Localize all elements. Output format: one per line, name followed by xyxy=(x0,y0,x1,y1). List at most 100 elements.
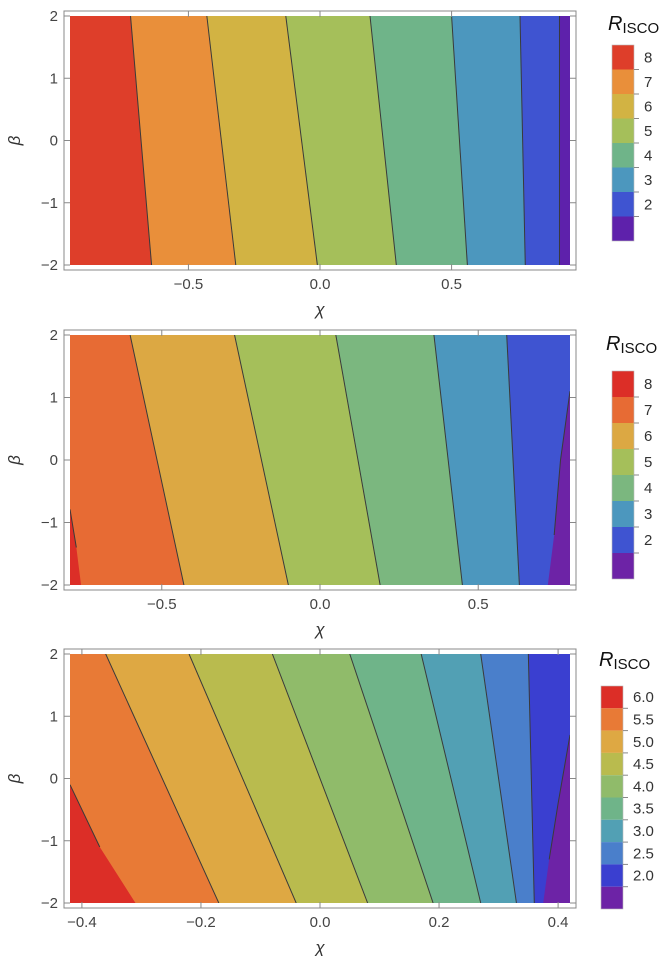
legend-label: 3.0 xyxy=(633,823,654,840)
legend-swatch xyxy=(601,864,623,887)
contour-line xyxy=(548,734,570,860)
legend-label: 5 xyxy=(644,454,652,471)
contour-band xyxy=(234,335,381,585)
contour-line xyxy=(234,335,289,585)
contour-line xyxy=(506,335,520,585)
contour-line xyxy=(70,784,101,848)
legend-swatch xyxy=(612,449,634,475)
y-axis-label: β xyxy=(5,135,24,146)
legend-swatch xyxy=(612,371,634,397)
legend-label: 4.5 xyxy=(633,756,654,773)
contour-line xyxy=(349,654,434,903)
x-tick-label: −0.2 xyxy=(186,914,216,931)
legend-swatch xyxy=(612,94,634,119)
y-tick-label: 1 xyxy=(50,390,58,407)
y-tick-label: 1 xyxy=(50,708,58,725)
legend-label: 4 xyxy=(644,480,652,497)
legend-title-subscript: ISCO xyxy=(613,656,650,673)
contour-band xyxy=(130,335,289,585)
legend-label: 2.5 xyxy=(633,845,654,862)
legend-swatch xyxy=(601,708,623,731)
contour-panel-3: −0.4 −0.2 0.0 0.2 0.4 −2 −1 0 1 2 χ β RISCO 6.0 5.5 5.0… xyxy=(5,646,654,956)
y-tick-label: −2 xyxy=(41,895,58,912)
x-tick-label: 0.2 xyxy=(429,914,450,931)
legend: RISCO 8 7 6 5 4 3 2 xyxy=(608,13,659,242)
legend-swatch xyxy=(612,397,634,423)
legend-label: 2 xyxy=(644,196,652,213)
contour-band xyxy=(70,335,184,585)
legend-label: 5.5 xyxy=(633,711,654,728)
contour-line xyxy=(451,16,468,265)
legend-title: RISCO xyxy=(608,13,659,37)
legend-label: 3 xyxy=(644,172,652,189)
legend-swatch xyxy=(601,886,623,909)
contour-line xyxy=(335,335,381,585)
x-tick-label: −0.4 xyxy=(67,914,97,931)
legend-swatch xyxy=(612,69,634,94)
contour-band xyxy=(189,654,368,903)
contour-line xyxy=(420,654,482,903)
contour-band xyxy=(70,654,219,903)
contour-line xyxy=(206,16,237,265)
legend-swatch xyxy=(601,842,623,865)
y-tick-label: −1 xyxy=(41,833,58,850)
contour-band xyxy=(370,16,468,265)
legend-label: 7 xyxy=(644,74,652,91)
x-axis-label: χ xyxy=(313,300,325,319)
legend-swatch xyxy=(612,553,634,579)
y-tick-label: 2 xyxy=(50,646,58,663)
contour-line xyxy=(519,16,526,265)
x-tick-label: 0.5 xyxy=(441,276,462,293)
contour-line xyxy=(553,391,570,536)
y-tick-label: 0 xyxy=(50,452,58,469)
contour-region xyxy=(70,784,136,903)
y-tick-label: 1 xyxy=(50,70,58,87)
y-tick-label: −1 xyxy=(41,195,58,212)
contour-band xyxy=(272,654,434,903)
legend-label: 4 xyxy=(644,147,652,164)
contour-line xyxy=(369,16,397,265)
plot-area xyxy=(70,654,570,903)
y-tick-label: −2 xyxy=(41,577,58,594)
contour-band xyxy=(559,16,570,265)
legend-title: RISCO xyxy=(606,333,657,357)
contour-panel-1: −0.5 0.0 0.5 −2 −1 0 1 2 χ β RISCO 8 7 6 5 4 3 2 xyxy=(5,8,659,319)
legend-swatch xyxy=(601,819,623,843)
legend-swatch xyxy=(612,192,634,217)
contour-line xyxy=(129,335,185,585)
legend-swatch xyxy=(612,45,634,70)
y-axis-label: β xyxy=(5,455,24,466)
x-axis-label: χ xyxy=(313,620,325,639)
legend-swatch xyxy=(612,167,634,192)
y-tick-label: 2 xyxy=(50,327,58,344)
y-tick-label: 2 xyxy=(50,8,58,25)
legend-swatch xyxy=(612,118,634,143)
contour-band xyxy=(285,16,397,265)
x-tick-label: 0.4 xyxy=(548,914,569,931)
legend-label: 2 xyxy=(644,532,652,549)
contour-region xyxy=(543,734,570,903)
contour-band xyxy=(130,16,236,265)
contour-band xyxy=(480,654,535,903)
contour-line xyxy=(271,654,369,903)
contour-line xyxy=(70,509,77,548)
x-tick-label: −0.5 xyxy=(147,596,177,613)
legend-label: 8 xyxy=(644,49,652,66)
contour-line xyxy=(188,654,297,903)
contour-band xyxy=(520,16,560,265)
contour-line xyxy=(480,654,517,903)
y-tick-label: −2 xyxy=(41,257,58,274)
contour-line xyxy=(285,16,318,265)
contour-band xyxy=(506,335,570,585)
legend-swatch xyxy=(612,143,634,168)
contour-band xyxy=(349,654,481,903)
x-tick-label: 0.0 xyxy=(310,276,331,293)
x-tick-label: 0.0 xyxy=(310,914,331,931)
legend-swatch xyxy=(612,475,634,501)
contour-band xyxy=(335,335,463,585)
legend-swatch xyxy=(601,797,623,820)
legend-swatch xyxy=(612,423,634,449)
contour-region xyxy=(547,391,570,585)
legend-label: 6 xyxy=(644,428,652,445)
contour-line xyxy=(433,335,463,585)
